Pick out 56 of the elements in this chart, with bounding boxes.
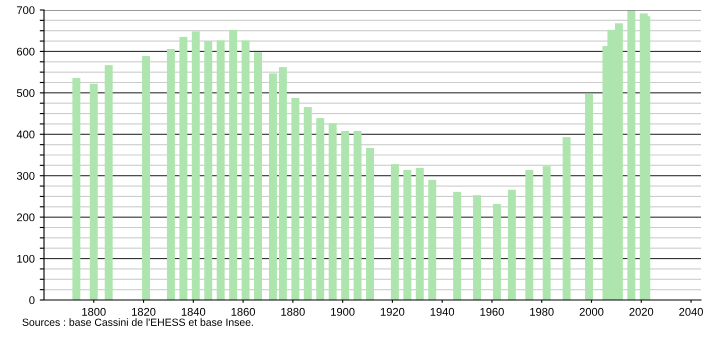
bar	[104, 65, 113, 300]
x-tick-label: 1900	[331, 308, 355, 316]
bar	[72, 78, 80, 300]
y-tick-label: 200	[16, 213, 35, 222]
bar	[366, 148, 374, 300]
y-tick-label: 600	[17, 48, 35, 56]
y-tick-label: 400	[16, 130, 35, 138]
bar	[562, 137, 571, 300]
bar	[508, 190, 516, 300]
x-tick-label: 1820	[132, 308, 156, 316]
bar	[416, 168, 424, 300]
bar	[428, 180, 436, 300]
y-tick-label: 500	[16, 89, 35, 97]
x-tick-label: 2000	[580, 308, 604, 316]
x-tick-label: 1880	[281, 308, 305, 316]
x-tick-label: 2020	[629, 308, 654, 316]
bar	[492, 204, 501, 300]
bar	[229, 30, 238, 300]
bar	[403, 170, 412, 300]
y-tick-label: 700	[17, 6, 35, 14]
bar	[473, 195, 482, 300]
bar	[525, 170, 534, 300]
bar	[242, 40, 250, 300]
x-tick-label: 1920	[380, 308, 404, 316]
bar	[268, 73, 277, 300]
bar	[254, 52, 262, 300]
bar	[354, 130, 362, 300]
y-tick-label: 300	[16, 172, 35, 180]
bar	[316, 118, 324, 300]
bar	[166, 48, 175, 300]
bar	[328, 123, 337, 300]
bar	[627, 10, 636, 300]
source-note: Sources : base Cassini de l'EHESS et base Insee.	[22, 318, 253, 326]
x-tick-label: 1800	[82, 308, 106, 316]
bar	[304, 106, 312, 300]
bar	[453, 192, 462, 300]
bar	[278, 67, 287, 300]
y-tick-label: 0	[29, 296, 35, 304]
x-tick-label: 2040	[679, 308, 703, 316]
y-tick-label: 100	[17, 254, 35, 263]
bar	[90, 84, 98, 300]
bar	[216, 40, 225, 300]
x-tick-label: 1980	[530, 308, 554, 316]
x-tick-label: 1860	[232, 308, 256, 316]
bar	[291, 98, 300, 300]
bar	[142, 56, 150, 300]
bar	[390, 164, 399, 300]
x-tick-label: 1940	[430, 308, 454, 316]
bar	[341, 130, 350, 300]
bar	[542, 166, 551, 300]
bar	[585, 93, 593, 300]
x-tick-label: 1960	[480, 308, 504, 316]
x-tick-label: 1840	[182, 308, 206, 316]
bar	[179, 36, 188, 300]
bar	[192, 32, 200, 300]
bar	[204, 41, 212, 300]
